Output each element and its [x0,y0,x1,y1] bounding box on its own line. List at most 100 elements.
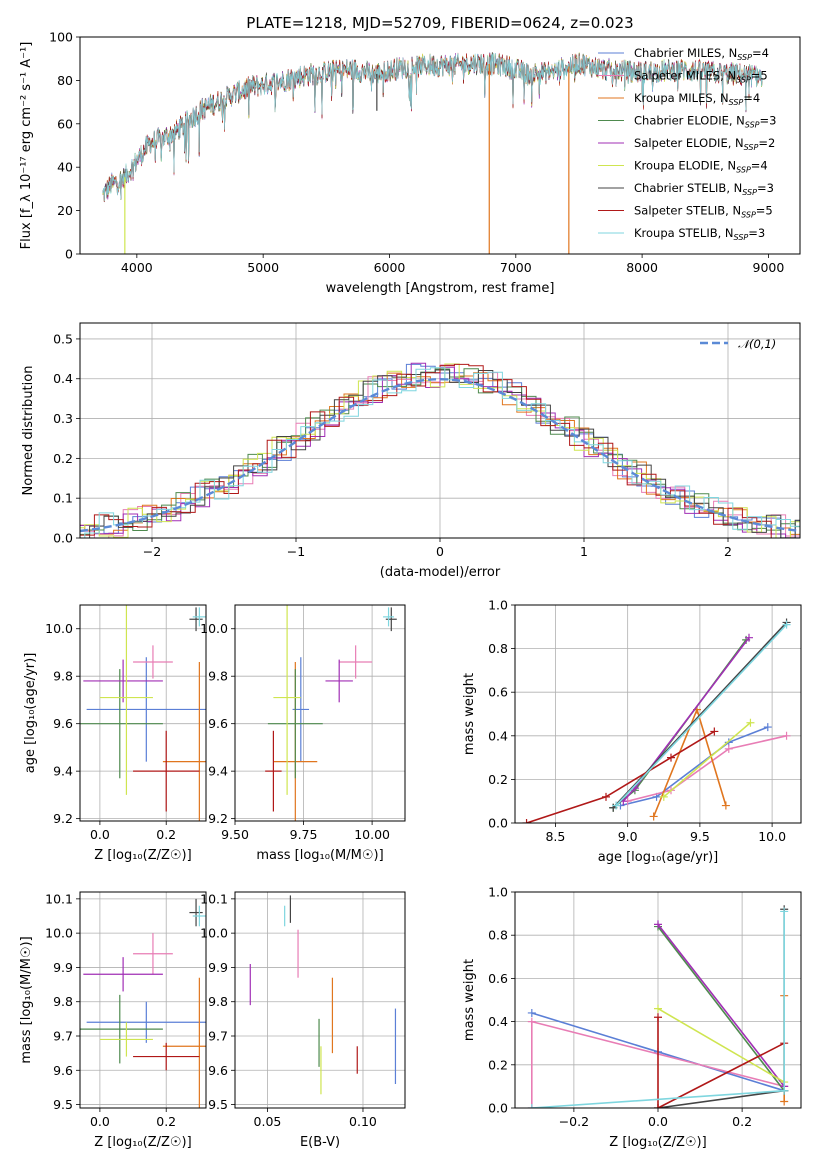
mass-weight-marker [612,801,621,810]
mass-weight-marker [746,718,755,727]
legend-label-main: Kroupa ELODIE, N [634,159,736,173]
legend-label-main: Salpeter STELIB, N [634,204,741,218]
y-axis-label: age [log₁₀(age/yr)] [23,653,38,774]
legend-label-sub: SSP [734,233,749,242]
x-tick-label: 9.5 [690,829,710,844]
legend-label-main: Chabrier ELODIE, N [634,114,745,128]
x-tick-label: −2 [143,544,161,559]
y-tick-label: 10.1 [45,891,73,906]
x-tick-label: 2 [724,544,732,559]
plot-area [102,52,763,254]
mass-weight-marker [745,633,753,642]
x-tick-label: 0.2 [156,827,176,842]
y-tick-label: 9.4 [53,764,73,779]
legend-label-sub: SSP [737,53,752,62]
x-tick-label: 0.2 [156,1114,176,1129]
legend-label-main: Salpeter MILES, N [634,69,736,83]
plot-area [80,605,206,821]
legend-label-main: Chabrier MILES, N [634,46,737,60]
mass-weight-marker [780,1097,789,1106]
legend-label-sub: SSP [741,211,756,220]
legend-label-sub: SSP [742,188,757,197]
mass-weight-marker [782,620,791,629]
y-tick-label: 9.8 [53,994,73,1009]
y-tick-label: 20 [57,203,73,218]
mass-weight-marker [522,819,531,823]
x-tick-label: 8.5 [545,829,565,844]
plot-area [80,362,800,538]
axes-frame [79,604,207,822]
y-tick-label: 0.1 [53,491,73,506]
legend-label: Salpeter STELIB, NSSP=5 [634,204,773,220]
y-tick-label: 0.2 [53,451,73,466]
y-tick-label: 0.8 [488,928,508,943]
x-tick-label: 0.0 [648,1114,668,1129]
x-tick-label: 9000 [753,260,785,275]
charts-layer: 4000 5000 6000 7000 8000 9000020406080100wave… [19,30,802,1150]
mass-weight-line [627,735,787,802]
x-tick-label: 0.2 [732,1114,752,1129]
mass-weight-marker [780,907,789,916]
y-tick-label: 0.6 [488,685,508,700]
y-axis-label: mass weight [462,673,477,755]
x-axis-label: Z [log₁₀(Z/Z☉)] [609,1135,706,1150]
y-tick-label: 9.4 [208,764,228,779]
legend-label-sub: SSP [729,98,744,107]
legend-label-tail: =5 [756,204,773,218]
y-tick-label: 1.0 [488,598,508,613]
mass-weight-marker [527,1008,536,1017]
mass-weight-line [657,1007,785,1083]
y-tick-label: 1.0 [488,885,508,900]
y-tick-label: 0.2 [488,772,508,787]
legend-label-tail: =4 [752,46,769,60]
mass-weight-marker [763,723,772,732]
x-tick-label: 4000 [121,260,153,275]
mass-weight-marker [659,792,668,801]
errorbar-panel: 0.05 0.10 9.5 9.6 9.7 9.8 9.9 10.0 10.1 E(B-V) [200,891,406,1150]
x-tick-label: 9.50 [221,827,249,842]
mass-weight-line [657,1017,785,1108]
axes-frame [514,891,802,1109]
x-axis-label: mass [log₁₀(M/M☉)] [256,848,383,863]
mass-weight-marker [667,753,675,762]
legend-label-main: Salpeter ELODIE, N [634,136,744,150]
legend-label-main: Kroupa STELIB, N [634,226,734,240]
axes-frame [79,891,207,1109]
y-tick-label: 9.7 [208,1029,228,1044]
mass-weight-line [663,722,751,798]
y-tick-label: 0.4 [488,1014,508,1029]
spectrum-line [102,52,763,202]
y-tick-label: 0.8 [488,641,508,656]
mass-weight-marker [654,1104,662,1108]
x-tick-label: 6000 [374,260,406,275]
legend-label-tail: =3 [748,226,765,240]
legend-label-sub: SSP [744,143,759,152]
y-axis-label: Flux [f_λ 10⁻¹⁷ erg cm⁻² s⁻¹ A⁻¹] [19,42,34,250]
legend-label-sub: SSP [736,166,751,175]
y-tick-label: 9.9 [208,960,228,975]
y-tick-label: 0.5 [53,331,73,346]
x-axis-label: E(B-V) [300,1135,340,1150]
legend-label: Kroupa STELIB, NSSP=3 [634,226,765,242]
y-tick-label: 9.6 [53,716,73,731]
x-tick-label: 0 [436,544,444,559]
plot-area [522,618,791,823]
mass-weight-marker [780,1086,789,1095]
y-tick-label: 9.5 [53,1097,73,1112]
errorbar-panel: 0.0 0.2 9.5 9.6 9.7 9.8 9.9 10.0 10.1 Z [log₁₀(Z/… [19,891,207,1150]
axes-frame [234,891,406,1109]
mass-weight-line [657,923,785,1087]
plot-area [265,605,397,821]
x-tick-label: 0.0 [90,1114,110,1129]
axes-frame [79,36,801,255]
x-axis-label: age [log₁₀(age/yr)] [598,850,719,865]
x-axis-label: (data-model)/error [380,565,501,580]
y-tick-label: 9.8 [53,669,73,684]
y-tick-label: 0.4 [53,371,73,386]
errorbar-panel: 9.50 9.75 10.00 9.2 9.4 9.6 9.8 10.0 mass [log₁₀… [200,604,406,863]
mass-weight-marker [527,1017,536,1026]
y-tick-label: 9.7 [53,1029,73,1044]
spectrum-panel: 4000 5000 6000 7000 8000 9000 0 20 40 60 80 100 wave… [19,30,801,296]
